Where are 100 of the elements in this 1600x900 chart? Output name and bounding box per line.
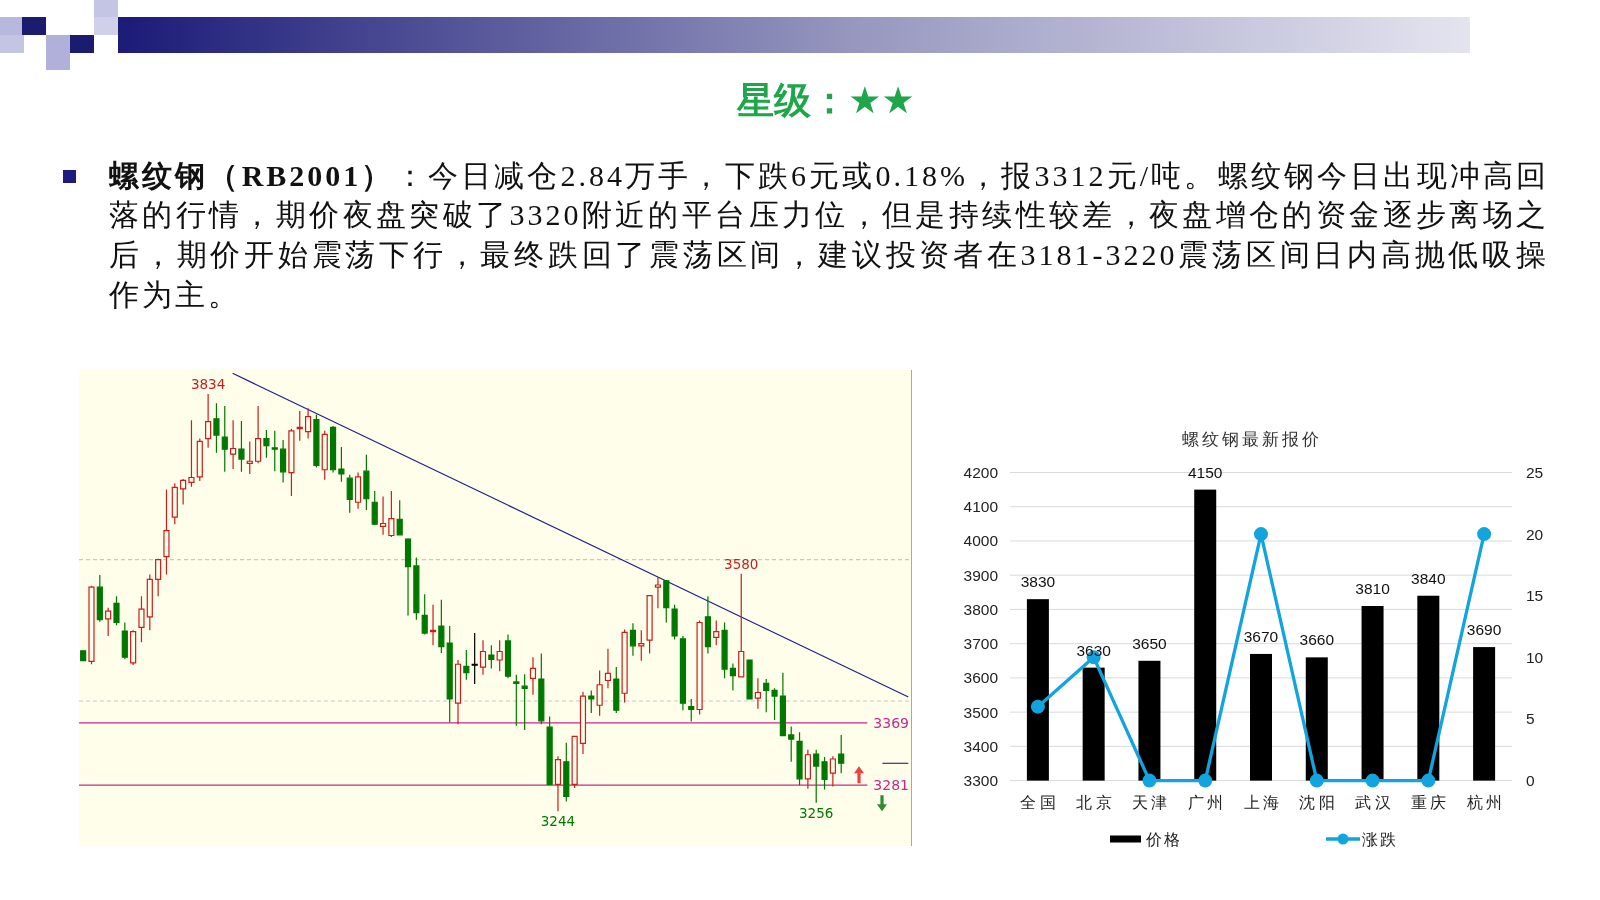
candlestick: [621, 628, 628, 704]
candlestick: [821, 756, 828, 791]
candlestick: [162, 488, 170, 575]
candlestick: [479, 639, 486, 676]
point: [1421, 773, 1436, 788]
candlestick: [587, 689, 594, 714]
candlestick: [154, 558, 161, 597]
text: 螺纹钢（RB2001）：今日减仓2.84万手，下跌6元或0.18%，报3312元/吨。螺纹钢今日出现冲高回落的行情，期价夜盘突破了3320附近的平台压力位，但是持续性较差，夜盘增仓的资金逐步离场之后，期价开始震荡下行，最终跌回了震荡区间，建议投资者在3181-3220震荡区间日内高抛低吸操作为主。: [109, 157, 1549, 313]
candlestick: [271, 430, 278, 472]
candlestick: [829, 755, 836, 788]
y-tick-label: 4200: [963, 464, 999, 481]
candlestick: [396, 499, 403, 537]
candlestick: [579, 691, 586, 755]
candlestick: [287, 428, 295, 497]
x-tick-label: 上海: [1243, 794, 1283, 811]
candlestick: [562, 742, 569, 803]
y2-tick-label: 20: [1526, 525, 1544, 543]
data-label: 3830: [1020, 573, 1056, 591]
annotation: 3256: [798, 804, 833, 821]
candlestick: [279, 439, 286, 484]
candlestick: [262, 429, 270, 459]
candlestick: [737, 573, 744, 678]
candlestick: [612, 666, 619, 714]
candlestick: [96, 574, 103, 623]
candlestick: [537, 653, 544, 725]
candlestick: [404, 537, 411, 617]
x-tick-label: 广州: [1187, 794, 1227, 811]
candlestick: [229, 419, 236, 470]
data-label: 3650: [1132, 634, 1168, 652]
y-tick-label: 3281: [872, 777, 909, 794]
y2-tick-label: 10: [1526, 648, 1544, 666]
annotation: 3244: [540, 813, 575, 830]
legend-label: 涨跌: [1362, 830, 1398, 848]
candlestick: [346, 474, 353, 514]
candlestick: [496, 639, 503, 672]
candlestick: [254, 405, 261, 464]
candlestick: [421, 593, 428, 636]
y2-tick-label: 5: [1526, 710, 1535, 728]
candlestick: [237, 420, 245, 473]
candlestick: [87, 585, 95, 665]
x-tick-label: 天津: [1131, 794, 1171, 811]
candlestick: [837, 734, 844, 774]
candlestick: [546, 715, 553, 786]
y-tick-label: 3369: [872, 714, 909, 731]
data-label: 3810: [1355, 580, 1391, 598]
point: [1309, 773, 1324, 788]
legend-label: 价格: [1145, 830, 1182, 848]
candlestick: [387, 490, 395, 538]
y-tick-label: 3300: [963, 772, 999, 790]
candlestick: [104, 607, 111, 637]
candlestick: [471, 632, 478, 685]
data-label: 3840: [1411, 569, 1446, 587]
candlestick: [596, 669, 603, 717]
chart-title: 螺纹钢最新报价: [1182, 430, 1322, 449]
candlestick: [454, 659, 461, 725]
candlestick: [212, 402, 220, 454]
candlestick: [654, 576, 661, 609]
candlestick: [79, 650, 86, 662]
candlestick: [204, 393, 211, 449]
candlestick: [321, 430, 328, 481]
y2-tick-label: 0: [1526, 772, 1535, 790]
candlestick: [296, 410, 303, 442]
x-tick-label: 全国: [1020, 794, 1060, 811]
candlestick: [629, 622, 636, 657]
data-label: 3670: [1243, 627, 1279, 645]
candlestick: [446, 625, 453, 723]
point: [1142, 773, 1157, 788]
candlestick: [729, 662, 736, 691]
candlestick: [371, 490, 378, 526]
chart-title: 星级：★★: [735, 79, 916, 123]
data-label: 3660: [1299, 631, 1335, 649]
x-tick-label: 武汉: [1355, 794, 1395, 811]
candlestick: [412, 556, 420, 621]
y-tick-label: 3400: [963, 737, 999, 755]
candlestick: [179, 478, 186, 505]
candlestick: [771, 687, 778, 721]
y-tick-label: 3600: [963, 669, 999, 687]
y-tick-label: 4100: [963, 498, 999, 516]
point: [1254, 527, 1268, 542]
candlestick: [679, 635, 686, 711]
y2-tick-label: 15: [1526, 587, 1544, 605]
candlestick: [304, 407, 311, 440]
candlestick: [512, 674, 520, 727]
candlestick: [121, 621, 128, 660]
candlestick: [696, 619, 703, 716]
candlestick: [246, 440, 253, 475]
point: [1030, 699, 1045, 714]
x-tick-label: 北京: [1076, 794, 1116, 811]
candlestick: [662, 579, 669, 624]
candlestick: [137, 595, 145, 643]
candlestick: [646, 595, 653, 655]
candlestick: [437, 599, 445, 654]
candlestick: [462, 649, 470, 681]
candlestick: [487, 644, 495, 670]
y-tick-label: 3900: [963, 566, 999, 584]
annotation: 3580: [723, 555, 759, 572]
candlestick: [196, 438, 203, 482]
y-tick-label: 3700: [963, 635, 999, 653]
candlestick: [187, 419, 195, 488]
candlestick: [746, 659, 753, 700]
